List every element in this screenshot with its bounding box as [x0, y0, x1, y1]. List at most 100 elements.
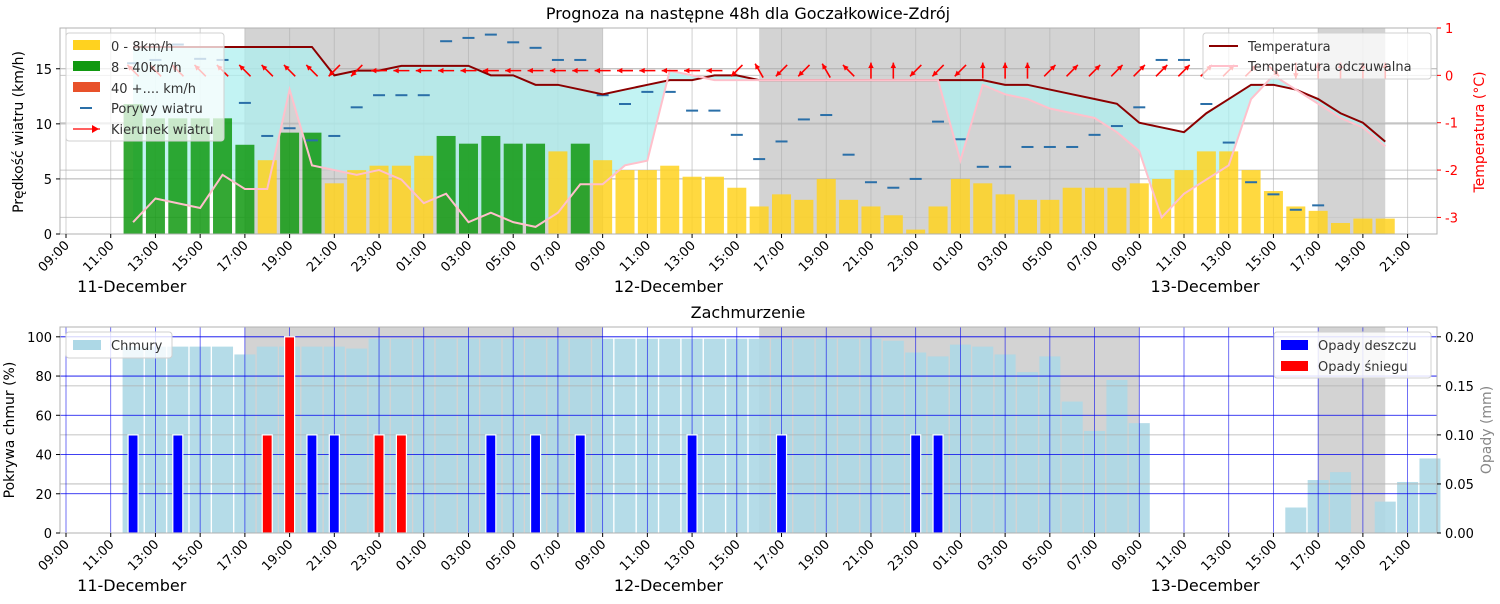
wind-direction-arrow [775, 64, 788, 77]
wind-direction-arrow [527, 67, 544, 74]
wind-arrow-head [868, 62, 874, 68]
wind-bar [995, 194, 1015, 234]
cloud-bar [793, 338, 815, 533]
wind-direction-arrow [890, 62, 897, 79]
cloud-x-tick-label: 09:00 [36, 537, 73, 574]
wind-arrow-head [755, 63, 761, 70]
wind-bar [794, 199, 814, 234]
wind-direction-arrow [730, 64, 744, 77]
wind-direction-arrow [1177, 64, 1191, 77]
wind-arrow-head [822, 63, 828, 70]
legend-box [1202, 32, 1432, 80]
wind-direction-arrow [549, 67, 566, 74]
wind-arrow-head [283, 64, 290, 71]
wind-bar [615, 170, 635, 234]
cloud-x-tick-label: 17:00 [215, 537, 252, 574]
wind-direction-arrow [1155, 64, 1168, 77]
rain-bar [932, 434, 944, 534]
wind-x-tick-label: 07:00 [1064, 238, 1101, 275]
legend-label: Temperatura odczuwalna [1247, 60, 1412, 75]
cloud-bar [838, 338, 860, 533]
wind-bar [950, 178, 970, 234]
wind-x-tick-label: 07:00 [528, 238, 565, 275]
precip-y-label: Opady (mm) [1479, 386, 1495, 474]
wind-bar [503, 143, 523, 234]
wind-direction-arrow [328, 64, 341, 77]
wind-arrow-head [980, 62, 986, 68]
wind-bar [257, 160, 277, 234]
wind-bar [302, 132, 322, 234]
wind-arrow-head [594, 67, 600, 74]
wind-x-tick-label: 13:00 [1198, 238, 1235, 275]
temp-y-tick-label: 0 [1445, 69, 1453, 84]
wind-bar [436, 135, 456, 234]
wind-bar [1107, 187, 1127, 234]
legend-swatch [73, 340, 101, 350]
wind-bar [369, 165, 389, 234]
cloud-bar [1106, 379, 1128, 533]
wind-bar [682, 176, 702, 234]
cloud-plot: 09:00 11:00 13:00 15:00 17:00 19:00 21:00 23:00… [27, 326, 1474, 595]
legend-swatch [1281, 340, 1308, 350]
wind-direction-arrow [617, 67, 633, 74]
wind-plot: 09:00 11:00 13:00 15:00 17:00 19:00 21:00 23:00… [35, 22, 1458, 296]
legend-label: Porywy wiatru [111, 102, 203, 117]
wind-direction-arrow [754, 63, 764, 78]
cloud-bar [614, 338, 636, 533]
legend-label: Temperatura [1247, 40, 1331, 55]
cloud-x-tick-label: 15:00 [1243, 537, 1280, 574]
cloud-x-tick-label: 13:00 [662, 537, 699, 574]
wind-bar [190, 118, 210, 234]
precip-y-tick-label: 0.20 [1445, 331, 1474, 346]
cloud-chart-title: Zachmurzenie [691, 303, 806, 322]
legend-label: Opady deszczu [1318, 339, 1417, 354]
wind-x-tick-label: 19:00 [259, 238, 296, 275]
wind-x-tick-label: 23:00 [885, 238, 922, 275]
cloud-bar [1285, 507, 1307, 533]
wind-direction-arrow [1110, 64, 1124, 77]
precip-y-tick-label: 0.15 [1445, 380, 1474, 395]
wind-bar [637, 170, 657, 234]
wind-arrow-head [261, 64, 268, 71]
wind-x-tick-label: 03:00 [438, 238, 475, 275]
wind-arrow-head [527, 67, 533, 74]
cloud-y-tick-label: 0 [44, 527, 52, 542]
wind-x-tick-label: 19:00 [1333, 238, 1370, 275]
wind-bar [906, 229, 926, 234]
legend-label: 0 - 8km/h [111, 40, 173, 55]
wind-bar [772, 194, 792, 234]
wind-y-tick-label: 0 [44, 228, 52, 243]
wind-direction-arrow [482, 67, 499, 74]
wind-y-tick-label: 5 [44, 173, 52, 188]
wind-arrow-head [371, 67, 377, 74]
rain-bar [529, 434, 542, 534]
wind-x-tick-label: 15:00 [707, 238, 744, 275]
wind-bar [570, 143, 590, 234]
cloud-x-tick-label: 21:00 [1377, 537, 1414, 574]
wind-arrow-head [328, 70, 335, 77]
rain-bar [485, 434, 497, 534]
wind-direction-arrow [821, 63, 831, 78]
rain-bar [775, 434, 788, 534]
cloud-bar [882, 340, 904, 533]
rain-bar [172, 434, 184, 534]
temp-y-tick-label: -3 [1445, 211, 1458, 226]
wind-x-tick-label: 23:00 [349, 238, 386, 275]
wind-direction-arrow [572, 67, 589, 74]
wind-arrow-head [706, 67, 712, 74]
wind-bar [391, 165, 411, 234]
wind-bar [1331, 222, 1351, 234]
wind-legend: 0 - 8km/h 8 - 40km/h 40 +.... km/h Porywy w… [65, 32, 225, 142]
wind-x-tick-label: 05:00 [483, 238, 520, 275]
wind-x-tick-label: 13:00 [662, 238, 699, 275]
wind-bar [1040, 199, 1060, 234]
cloud-x-tick-label: 01:00 [393, 537, 430, 574]
snow-bar [261, 434, 273, 534]
wind-date-label: 12-December [614, 277, 724, 296]
wind-bar [1375, 218, 1395, 234]
temp-legend: Temperatura Temperatura odczuwalna [1202, 32, 1432, 80]
cloud-bar [1374, 501, 1396, 533]
wind-arrow-head [393, 67, 399, 74]
cloud-x-tick-label: 19:00 [796, 537, 833, 574]
